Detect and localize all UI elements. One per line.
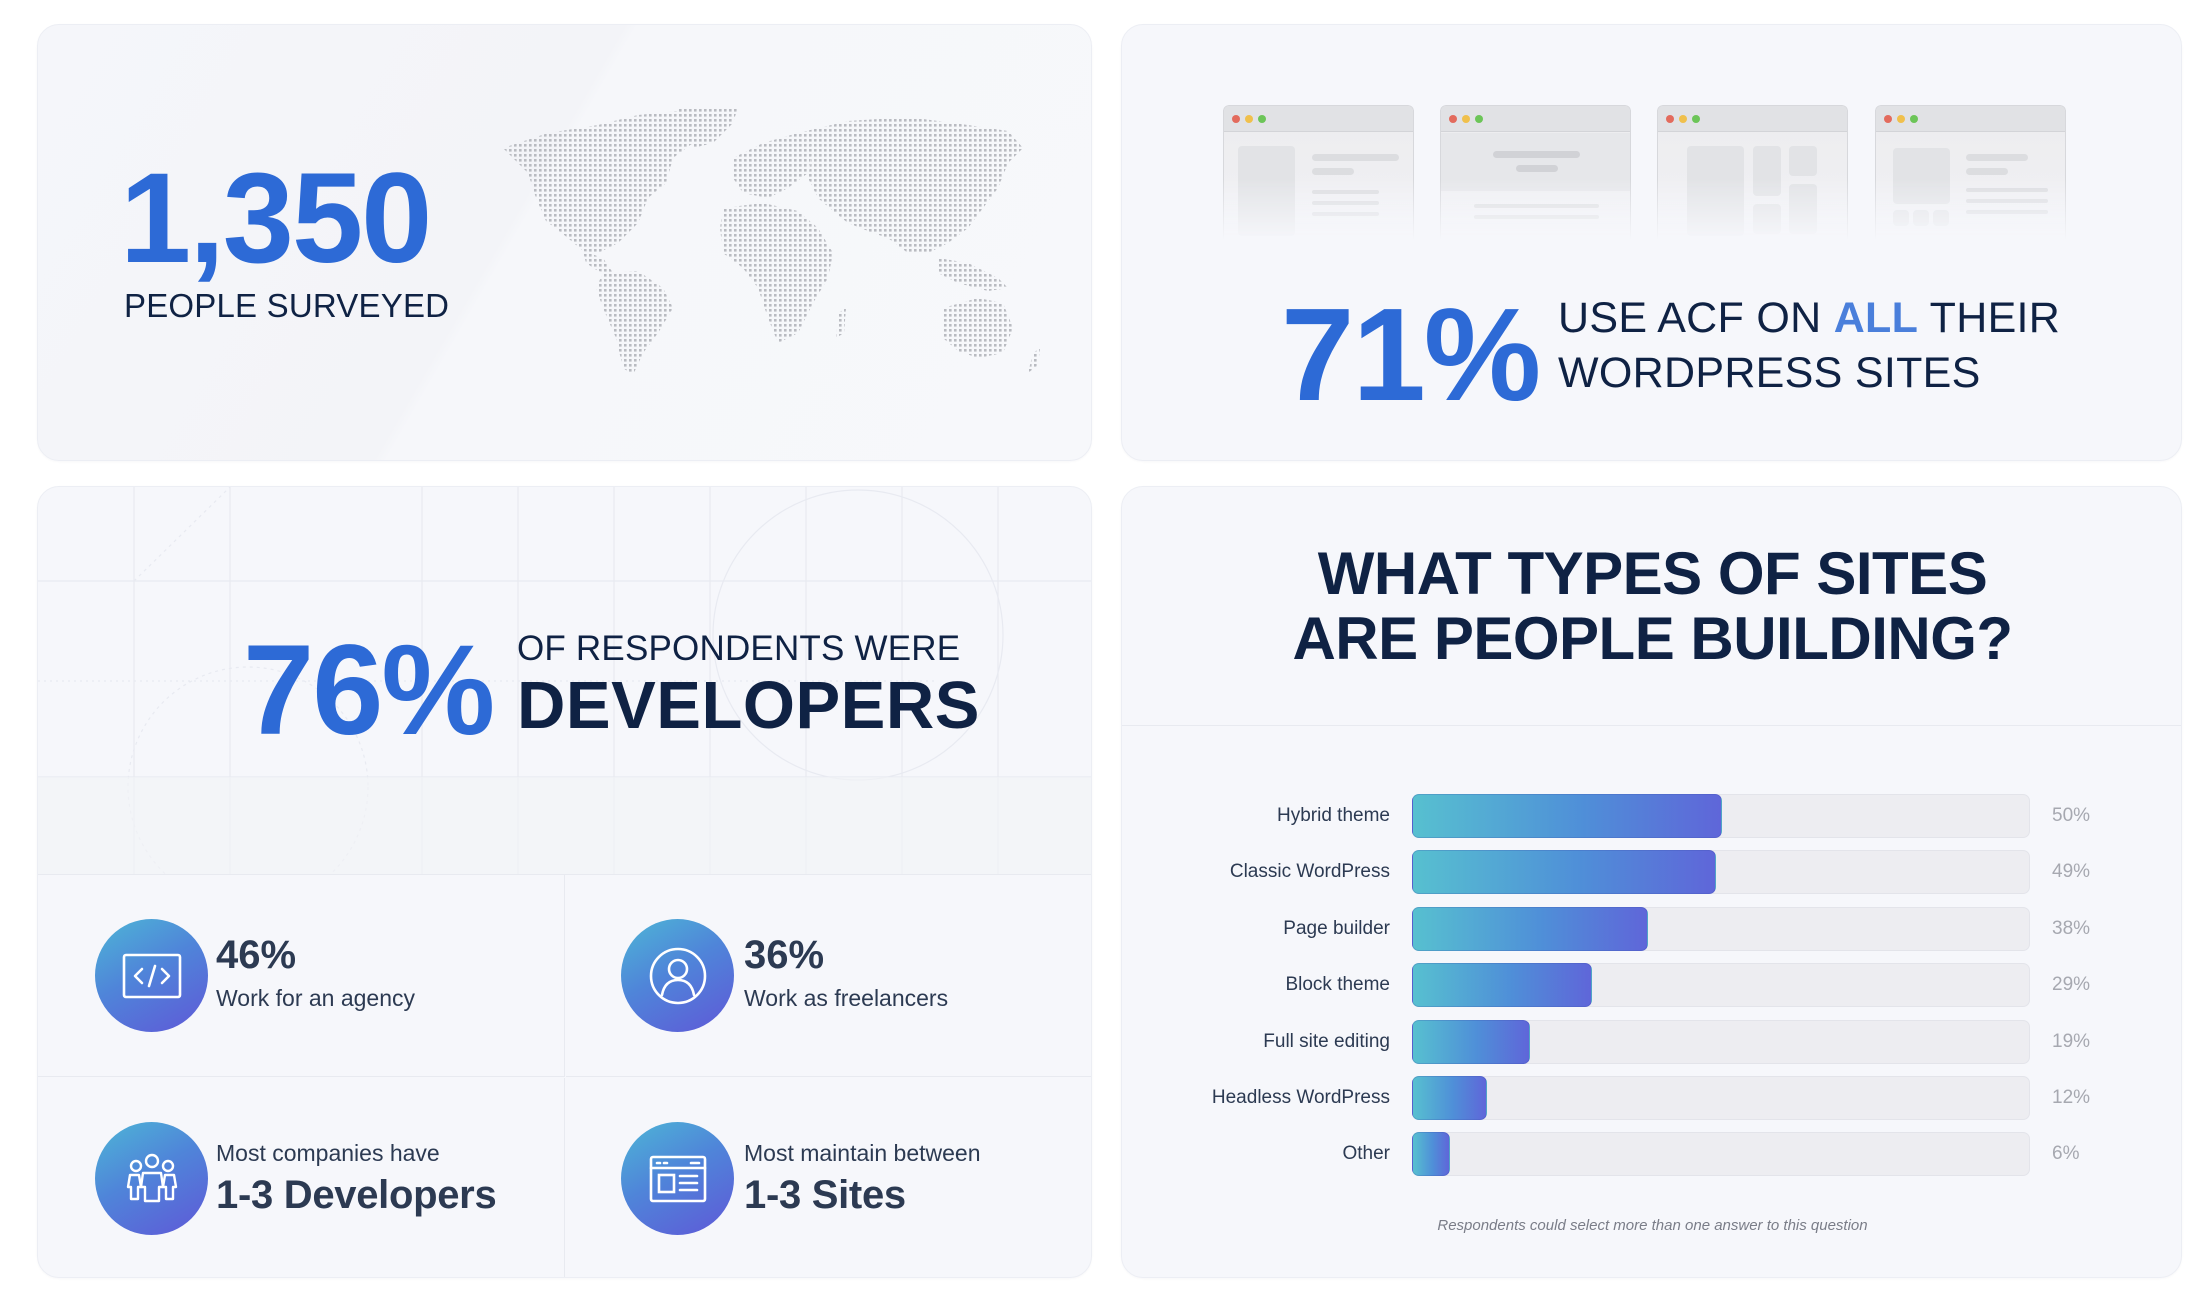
bar-label: Hybrid theme — [1277, 805, 1390, 826]
stat-freelancers: 36% Work as freelancers — [566, 875, 1091, 1077]
bar-fill — [1412, 1076, 1488, 1120]
bar-fill — [1412, 1019, 1531, 1064]
chart-title-line1: WHAT TYPES OF SITES — [1317, 540, 1988, 607]
site-types-card: WHAT TYPES OF SITES ARE PEOPLE BUILDING?… — [1121, 486, 2182, 1278]
chart-footnote: Respondents could select more than one a… — [1437, 1217, 1868, 1234]
stat-freelancers-label: Work as freelancers — [744, 985, 949, 1011]
bar-fill — [1412, 963, 1593, 1008]
acf-line1-post: THEIR — [1918, 294, 2061, 342]
bar-value: 38% — [2052, 917, 2091, 939]
bar-label: Block theme — [1285, 974, 1390, 996]
user-circle-icon — [621, 919, 734, 1032]
bar-value: 49% — [2052, 861, 2091, 883]
bar-track — [1412, 794, 2030, 838]
bar-row: Hybrid theme 50% — [1122, 794, 2181, 838]
stat-team-size: Most companies have 1-3 Developers — [38, 1078, 565, 1277]
stat-freelancers-value: 36% — [744, 933, 825, 977]
bar-row: Other 6% — [1122, 1132, 2181, 1177]
bar-fill — [1412, 906, 1648, 951]
developer-stats-grid: 46% Work for an agency 36% Work as freel… — [38, 874, 1091, 1277]
acf-highlight-all: ALL — [1833, 294, 1919, 342]
code-window-icon — [95, 919, 208, 1032]
chart-title: WHAT TYPES OF SITES ARE PEOPLE BUILDING? — [1122, 540, 2181, 672]
bar-label: Headless WordPress — [1211, 1087, 1390, 1108]
bar-value: 29% — [2052, 974, 2091, 996]
surveyed-count: 1,350 — [120, 147, 432, 290]
bar-value: 6% — [2052, 1143, 2080, 1165]
acf-usage-card: 71% USE ACF ON ALL THEIR WORDPRESS SITES — [1121, 24, 2182, 461]
bar-fill — [1412, 1132, 1451, 1177]
bar-track — [1412, 850, 2030, 895]
bar-track — [1412, 963, 2030, 1008]
stat-sites-value: 1-3 Sites — [744, 1173, 906, 1217]
bar-row: Classic WordPress 49% — [1122, 850, 2181, 895]
surveyed-label: PEOPLE SURVEYED — [124, 287, 450, 324]
browser-window-layout-2-icon — [1440, 105, 1631, 240]
stat-agency-label: Work for an agency — [216, 985, 416, 1011]
developers-percentage: 76% — [243, 619, 495, 762]
team-people-icon — [95, 1122, 208, 1235]
developers-title: DEVELOPERS — [517, 668, 980, 743]
website-layout-icon — [621, 1122, 734, 1235]
stat-team-lead: Most companies have — [216, 1140, 440, 1166]
stat-agency: 46% Work for an agency — [38, 875, 565, 1077]
acf-line2: WORDPRESS SITES — [1558, 349, 1981, 397]
browser-window-layout-3-icon — [1657, 105, 1848, 240]
bar-row: Full site editing 19% — [1122, 1019, 2181, 1064]
browser-window-layout-4-icon — [1875, 105, 2066, 240]
stat-team-value: 1-3 Developers — [216, 1173, 497, 1217]
bar-row: Headless WordPress 12% — [1122, 1076, 2181, 1120]
bar-fill — [1412, 850, 1716, 895]
acf-line1-pre: USE ACF ON — [1558, 294, 1834, 342]
stat-sites-lead: Most maintain between — [744, 1140, 981, 1166]
surveyed-card: 1,350 PEOPLE SURVEYED — [37, 24, 1092, 461]
bar-fill — [1412, 794, 1722, 838]
bar-label: Other — [1342, 1143, 1390, 1165]
world-map-icon — [503, 107, 1040, 375]
developers-subtitle: OF RESPONDENTS WERE — [517, 629, 961, 668]
bar-track — [1412, 1019, 2030, 1064]
bar-value: 19% — [2052, 1030, 2091, 1052]
bar-track — [1412, 906, 2030, 951]
stat-sites-maintained: Most maintain between 1-3 Sites — [566, 1078, 1091, 1277]
stat-agency-value: 46% — [216, 933, 297, 977]
bar-track — [1412, 1132, 2030, 1177]
divider — [1122, 725, 2181, 726]
bar-value: 50% — [2052, 805, 2091, 826]
bar-label: Page builder — [1283, 917, 1390, 939]
bar-value: 12% — [2052, 1087, 2091, 1108]
grid-background — [38, 487, 1091, 874]
chart-title-line2: ARE PEOPLE BUILDING? — [1292, 605, 2013, 672]
developers-card: 76% OF RESPONDENTS WERE DEVELOPERS 46% W… — [37, 486, 1092, 1278]
bar-row: Block theme 29% — [1122, 963, 2181, 1008]
bar-label: Full site editing — [1263, 1030, 1390, 1052]
acf-percentage: 71% — [1281, 281, 1541, 428]
browser-window-layout-1-icon — [1223, 105, 1414, 240]
acf-statement: USE ACF ON ALL THEIR WORDPRESS SITES — [1558, 291, 2060, 401]
bar-row: Page builder 38% — [1122, 906, 2181, 951]
bar-track — [1412, 1076, 2030, 1120]
bar-label: Classic WordPress — [1229, 861, 1390, 883]
